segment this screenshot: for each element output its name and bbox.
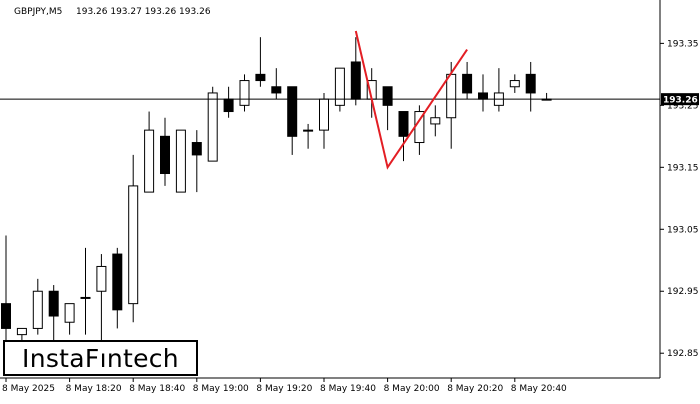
price-label: 193.26 (663, 96, 698, 106)
x-tick-label: 8 May 19:00 (193, 384, 249, 394)
candle-body (398, 111, 409, 137)
candle-body (478, 92, 488, 100)
y-tick-label: 193.35 (667, 39, 699, 49)
candle-body (287, 86, 298, 137)
y-tick-label: 192.95 (667, 287, 699, 297)
candle-body (160, 135, 170, 175)
candle-body (509, 80, 520, 88)
candle-body (382, 86, 393, 106)
candle-body (191, 142, 202, 156)
candle-body (112, 253, 123, 311)
candle-body (128, 185, 139, 305)
candle-body (446, 73, 457, 119)
ohlc-label: 193.26 193.27 193.26 193.26 (76, 7, 211, 17)
price-label-bg (661, 93, 699, 106)
x-tick-label: 8 May 2025 (2, 384, 55, 394)
y-tick-label: 193.15 (667, 163, 699, 173)
logo-text: InstaFıntech (22, 343, 179, 373)
candle-body (334, 67, 345, 106)
candle-body (175, 129, 186, 193)
x-tick-label: 8 May 19:20 (256, 384, 312, 394)
candle-body (303, 129, 314, 132)
candle-body (96, 265, 107, 292)
x-tick-label: 8 May 18:20 (66, 384, 122, 394)
candle-body (350, 61, 361, 100)
x-tick-label: 8 May 20:20 (447, 384, 503, 394)
candle-body (271, 86, 282, 94)
candle-body (1, 303, 11, 329)
x-tick-label: 8 May 19:40 (320, 384, 376, 394)
candle-body (255, 73, 266, 82)
candle-body (462, 73, 473, 94)
candle-body (32, 290, 43, 329)
candle-body (80, 296, 91, 299)
x-tick-label: 8 May 20:00 (384, 384, 440, 394)
candle-body (48, 290, 59, 317)
x-tick-label: 8 May 20:40 (511, 384, 567, 394)
x-tick-label: 8 May 18:40 (129, 384, 185, 394)
candle-body (525, 73, 536, 94)
y-tick-label: 192.85 (667, 349, 699, 359)
y-tick-label: 193.25 (667, 101, 699, 111)
y-tick-label: 193.05 (667, 225, 699, 235)
logo: InstaFıntech (3, 340, 198, 376)
candle-body (207, 92, 218, 162)
candle-body (319, 98, 329, 131)
candle-body (16, 327, 27, 336)
candle-body (239, 80, 250, 106)
double-top-pattern-line (354, 30, 468, 170)
candle-body (64, 303, 75, 323)
candle-body (223, 98, 234, 113)
candle-body (144, 129, 155, 193)
symbol-label: GBPJPY,M5 (14, 7, 62, 17)
candle-body (430, 117, 441, 125)
